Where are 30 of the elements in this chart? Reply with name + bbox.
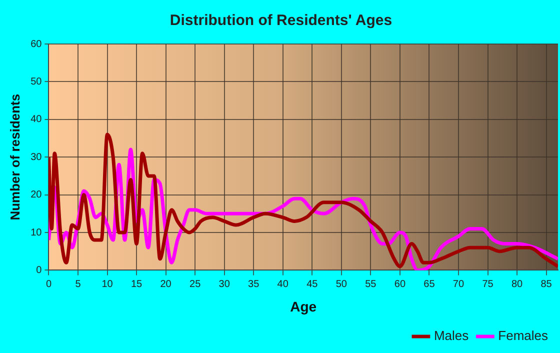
- x-tick-label: 15: [130, 278, 143, 290]
- x-tick-label: 10: [102, 278, 114, 290]
- x-tick-label: 50: [336, 278, 348, 290]
- chart-title: Distribution of Residents' Ages: [170, 12, 392, 30]
- x-tick-label: 45: [306, 278, 318, 290]
- y-tick-label: 60: [30, 38, 42, 50]
- y-tick-label: 0: [36, 264, 42, 276]
- x-tick-label: 5: [75, 278, 82, 290]
- x-tick-label: 20: [160, 278, 172, 290]
- legend-label: Males: [434, 328, 470, 344]
- y-axis-title: Number of residents: [7, 94, 22, 220]
- x-tick-label: 25: [190, 278, 202, 290]
- x-tick-label: 85: [540, 278, 552, 290]
- y-tick-label: 30: [30, 152, 42, 163]
- x-tick-label: 60: [394, 278, 406, 290]
- x-tick-label: 55: [365, 278, 377, 290]
- x-tick-label: 35: [248, 278, 260, 290]
- x-tick-label: 70: [452, 278, 464, 290]
- y-tick-label: 20: [30, 190, 42, 201]
- legend-label: Females: [498, 328, 548, 344]
- y-tick-label: 10: [30, 227, 42, 238]
- y-tick-label: 40: [30, 114, 42, 126]
- x-tick-label: 75: [482, 278, 494, 290]
- y-tick-label: 50: [30, 76, 42, 88]
- x-tick-label: 80: [511, 278, 524, 290]
- x-tick-label: 30: [218, 278, 230, 290]
- x-tick-label: 40: [277, 278, 289, 290]
- x-axis-title: Age: [290, 298, 317, 314]
- x-tick-label: 0: [46, 278, 52, 290]
- x-tick-label: 65: [424, 278, 436, 290]
